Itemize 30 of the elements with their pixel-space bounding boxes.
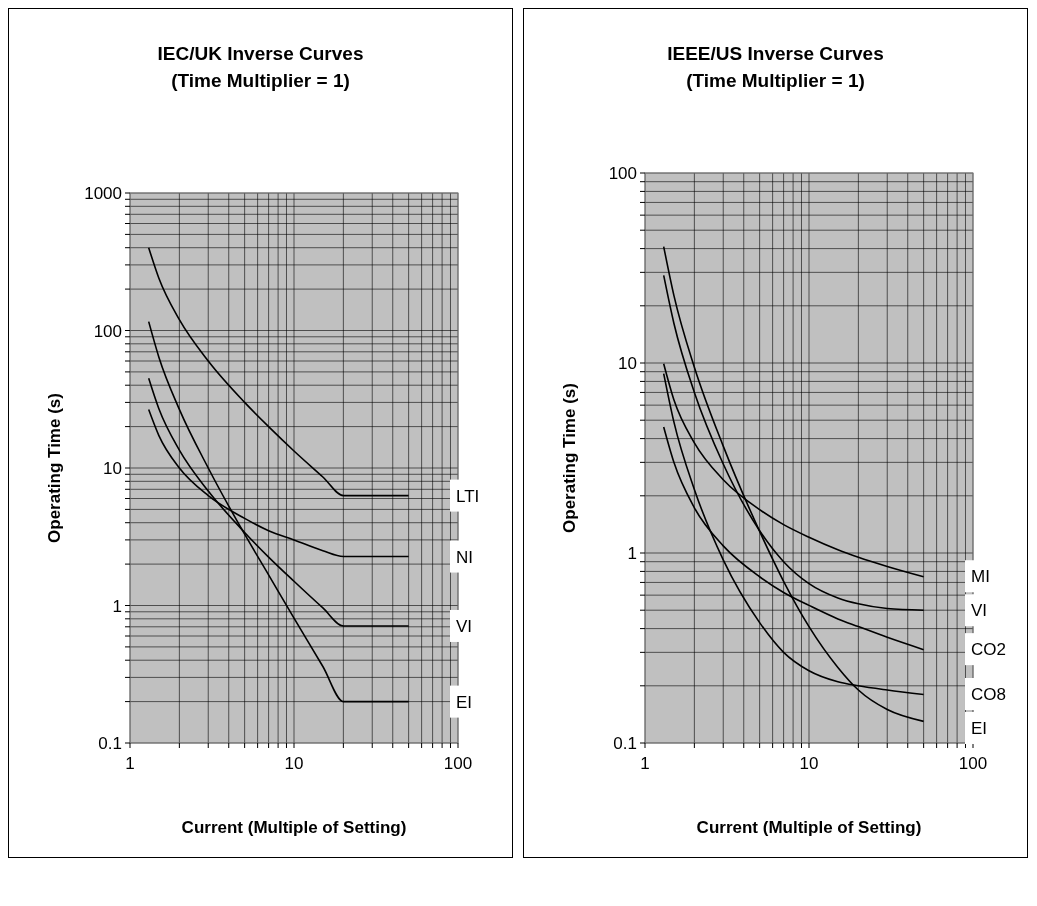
text: LTI <box>456 486 480 506</box>
text: EI <box>456 692 473 712</box>
y-tick-label: 0.1 <box>98 734 122 753</box>
y-tick-label: 1 <box>627 544 637 563</box>
y-axis-title: Operating Time (s) <box>560 383 579 533</box>
text: VI <box>971 601 988 621</box>
text: CO2 <box>971 640 1006 660</box>
y-tick-label: 1000 <box>84 184 122 203</box>
y-tick-label: 100 <box>93 321 122 341</box>
text: VI <box>456 616 473 636</box>
text: MI <box>971 567 990 587</box>
y-axis-title: Operating Time (s) <box>45 393 64 543</box>
text: CO8 <box>971 685 1006 704</box>
x-tick-label: 10 <box>284 754 304 773</box>
y-tick-label: 100 <box>608 164 637 183</box>
y-tick-label: 0.1 <box>613 734 637 753</box>
x-tick-label: 100 <box>443 754 473 773</box>
text: EI <box>971 719 988 738</box>
text: NI <box>456 547 473 567</box>
chart-title: IEEE/US Inverse Curves (Time Multiplier = 1) <box>667 43 884 91</box>
x-axis-title: Current (Multiple of Setting) <box>696 818 922 837</box>
x-axis-title: Current (Multiple of Setting) <box>181 818 407 837</box>
x-tick-label: 1 <box>125 754 135 773</box>
chart-title: IEC/UK Inverse Curves (Time Multiplier = 1) <box>157 43 364 91</box>
y-tick-label: 10 <box>103 459 122 478</box>
y-tick-label: 1 <box>112 596 122 616</box>
y-tick-label: 10 <box>618 354 637 373</box>
x-tick-label: 100 <box>958 754 988 773</box>
x-tick-label: 10 <box>799 754 819 773</box>
x-tick-label: 1 <box>640 754 650 773</box>
